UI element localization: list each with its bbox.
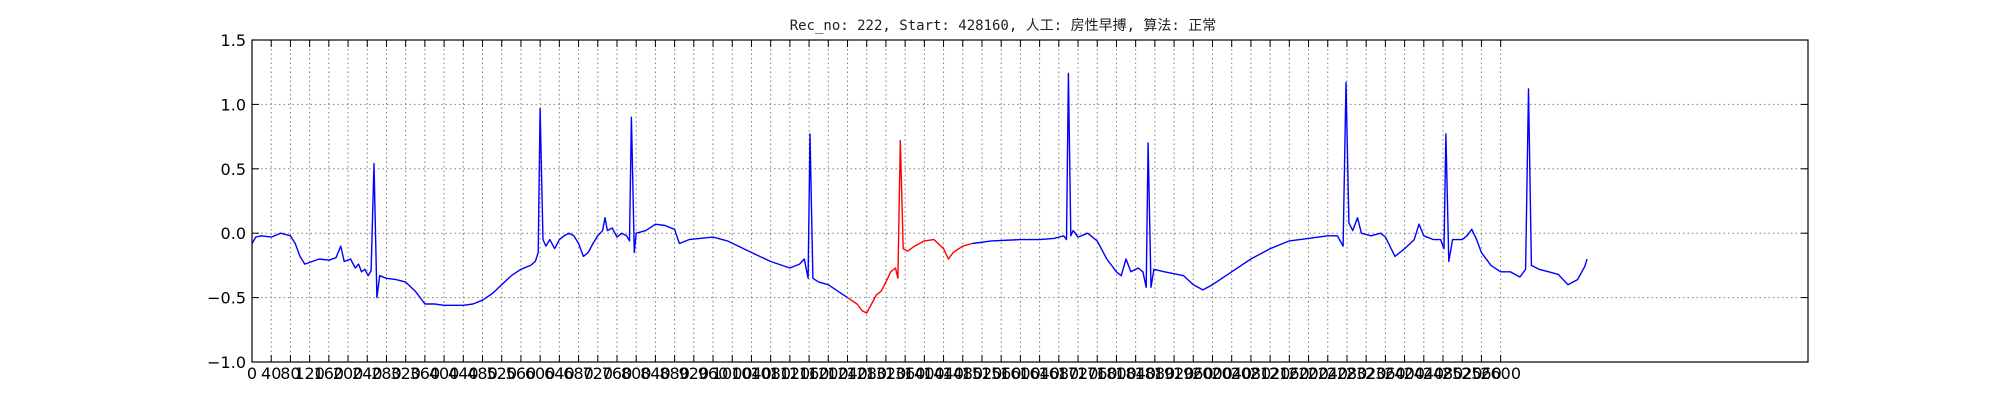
x-tick-label: 40 [261, 364, 281, 383]
x-tick-label: 1080 [750, 364, 791, 383]
x-tick-label: 800 [621, 364, 652, 383]
x-tick-label: 320 [390, 364, 421, 383]
x-tick-label: 2080 [1231, 364, 1272, 383]
y-tick-label: −1.0 [207, 353, 246, 372]
y-tick-label: 0.5 [221, 160, 246, 179]
x-tick-label: 1120 [770, 364, 811, 383]
x-tick-label: 440 [448, 364, 479, 383]
ecg-trace-line [972, 72, 1588, 291]
x-tick-label: 0 [247, 364, 257, 383]
x-tick-label: 1640 [1019, 364, 1060, 383]
x-tick-label: 920 [679, 364, 710, 383]
x-tick-label: 1480 [942, 364, 983, 383]
x-tick-label: 640 [544, 364, 575, 383]
x-tick-label: 1200 [808, 364, 849, 383]
x-tick-label: 120 [294, 364, 325, 383]
y-tick-label: 0.0 [221, 224, 246, 243]
x-tick-label: 2600 [1480, 364, 1521, 383]
x-tick-label: 2560 [1461, 364, 1502, 383]
x-tick-label: 1280 [846, 364, 887, 383]
x-tick-label: 1800 [1096, 364, 1137, 383]
chart-title: Rec_no: 222, Start: 428160, 人工: 房性早搏, 算法… [790, 17, 1217, 34]
x-tick-label: 360 [410, 364, 441, 383]
x-tick-label: 1040 [731, 364, 772, 383]
x-tick-label: 240 [352, 364, 383, 383]
x-tick-label: 2520 [1442, 364, 1483, 383]
x-tick-label: 2040 [1211, 364, 1252, 383]
plot-series [251, 72, 1588, 314]
x-tick-label: 1920 [1154, 364, 1195, 383]
x-tick-label: 1880 [1135, 364, 1176, 383]
y-tick-label: 1.5 [221, 31, 246, 50]
x-tick-label: 520 [486, 364, 517, 383]
x-tick-label: 200 [333, 364, 364, 383]
x-tick-label: 2440 [1403, 364, 1444, 383]
x-tick-label: 1360 [885, 364, 926, 383]
ecg-trace-line [251, 107, 848, 306]
x-tick-label: 1400 [904, 364, 945, 383]
x-tick-label: 880 [659, 364, 690, 383]
x-tick-label: 1840 [1115, 364, 1156, 383]
x-tick-label: 2000 [1192, 364, 1233, 383]
x-tick-label: 2160 [1269, 364, 1310, 383]
axis-ticks: −1.0 −0.5 0.0 0.5 1.0 1.5 0 4080120160200240280… [207, 31, 1808, 383]
x-tick-label: 680 [563, 364, 594, 383]
x-tick-label: 2480 [1423, 364, 1464, 383]
x-tick-label: 1760 [1077, 364, 1118, 383]
x-tick-label: 1000 [712, 364, 753, 383]
x-tick-label: 80 [280, 364, 300, 383]
x-tick-label: 2120 [1250, 364, 1291, 383]
x-tick-label: 1600 [1000, 364, 1041, 383]
x-tick-label: 760 [602, 364, 633, 383]
ecg-trace-line [847, 139, 973, 314]
x-tick-label: 400 [429, 364, 460, 383]
x-tick-label: 1680 [1038, 364, 1079, 383]
y-tick-label: −0.5 [207, 289, 246, 308]
x-tick-label: 720 [583, 364, 614, 383]
x-tick-label: 2280 [1327, 364, 1368, 383]
x-tick-label: 560 [506, 364, 537, 383]
x-tick-label: 2360 [1365, 364, 1406, 383]
x-tick-label: 1440 [923, 364, 964, 383]
x-tick-label: 1520 [962, 364, 1003, 383]
x-tick-label: 480 [467, 364, 498, 383]
x-tick-label: 600 [525, 364, 556, 383]
x-tick-label: 1960 [1173, 364, 1214, 383]
x-tick-label: 2240 [1307, 364, 1348, 383]
x-tick-label: 1720 [1058, 364, 1099, 383]
x-tick-label: 1320 [866, 364, 907, 383]
x-tick-label: 1560 [981, 364, 1022, 383]
x-tick-label: 2320 [1346, 364, 1387, 383]
x-tick-label: 960 [698, 364, 729, 383]
x-tick-label: 280 [371, 364, 402, 383]
x-tick-label: 160 [314, 364, 345, 383]
y-tick-label: 1.0 [221, 95, 246, 114]
x-tick-label: 840 [640, 364, 671, 383]
x-tick-label: 1240 [827, 364, 868, 383]
axes-frame [251, 39, 1809, 363]
x-tick-label: 2200 [1288, 364, 1329, 383]
x-tick-label: 1160 [789, 364, 830, 383]
grid [252, 40, 1808, 362]
x-tick-label: 2400 [1384, 364, 1425, 383]
